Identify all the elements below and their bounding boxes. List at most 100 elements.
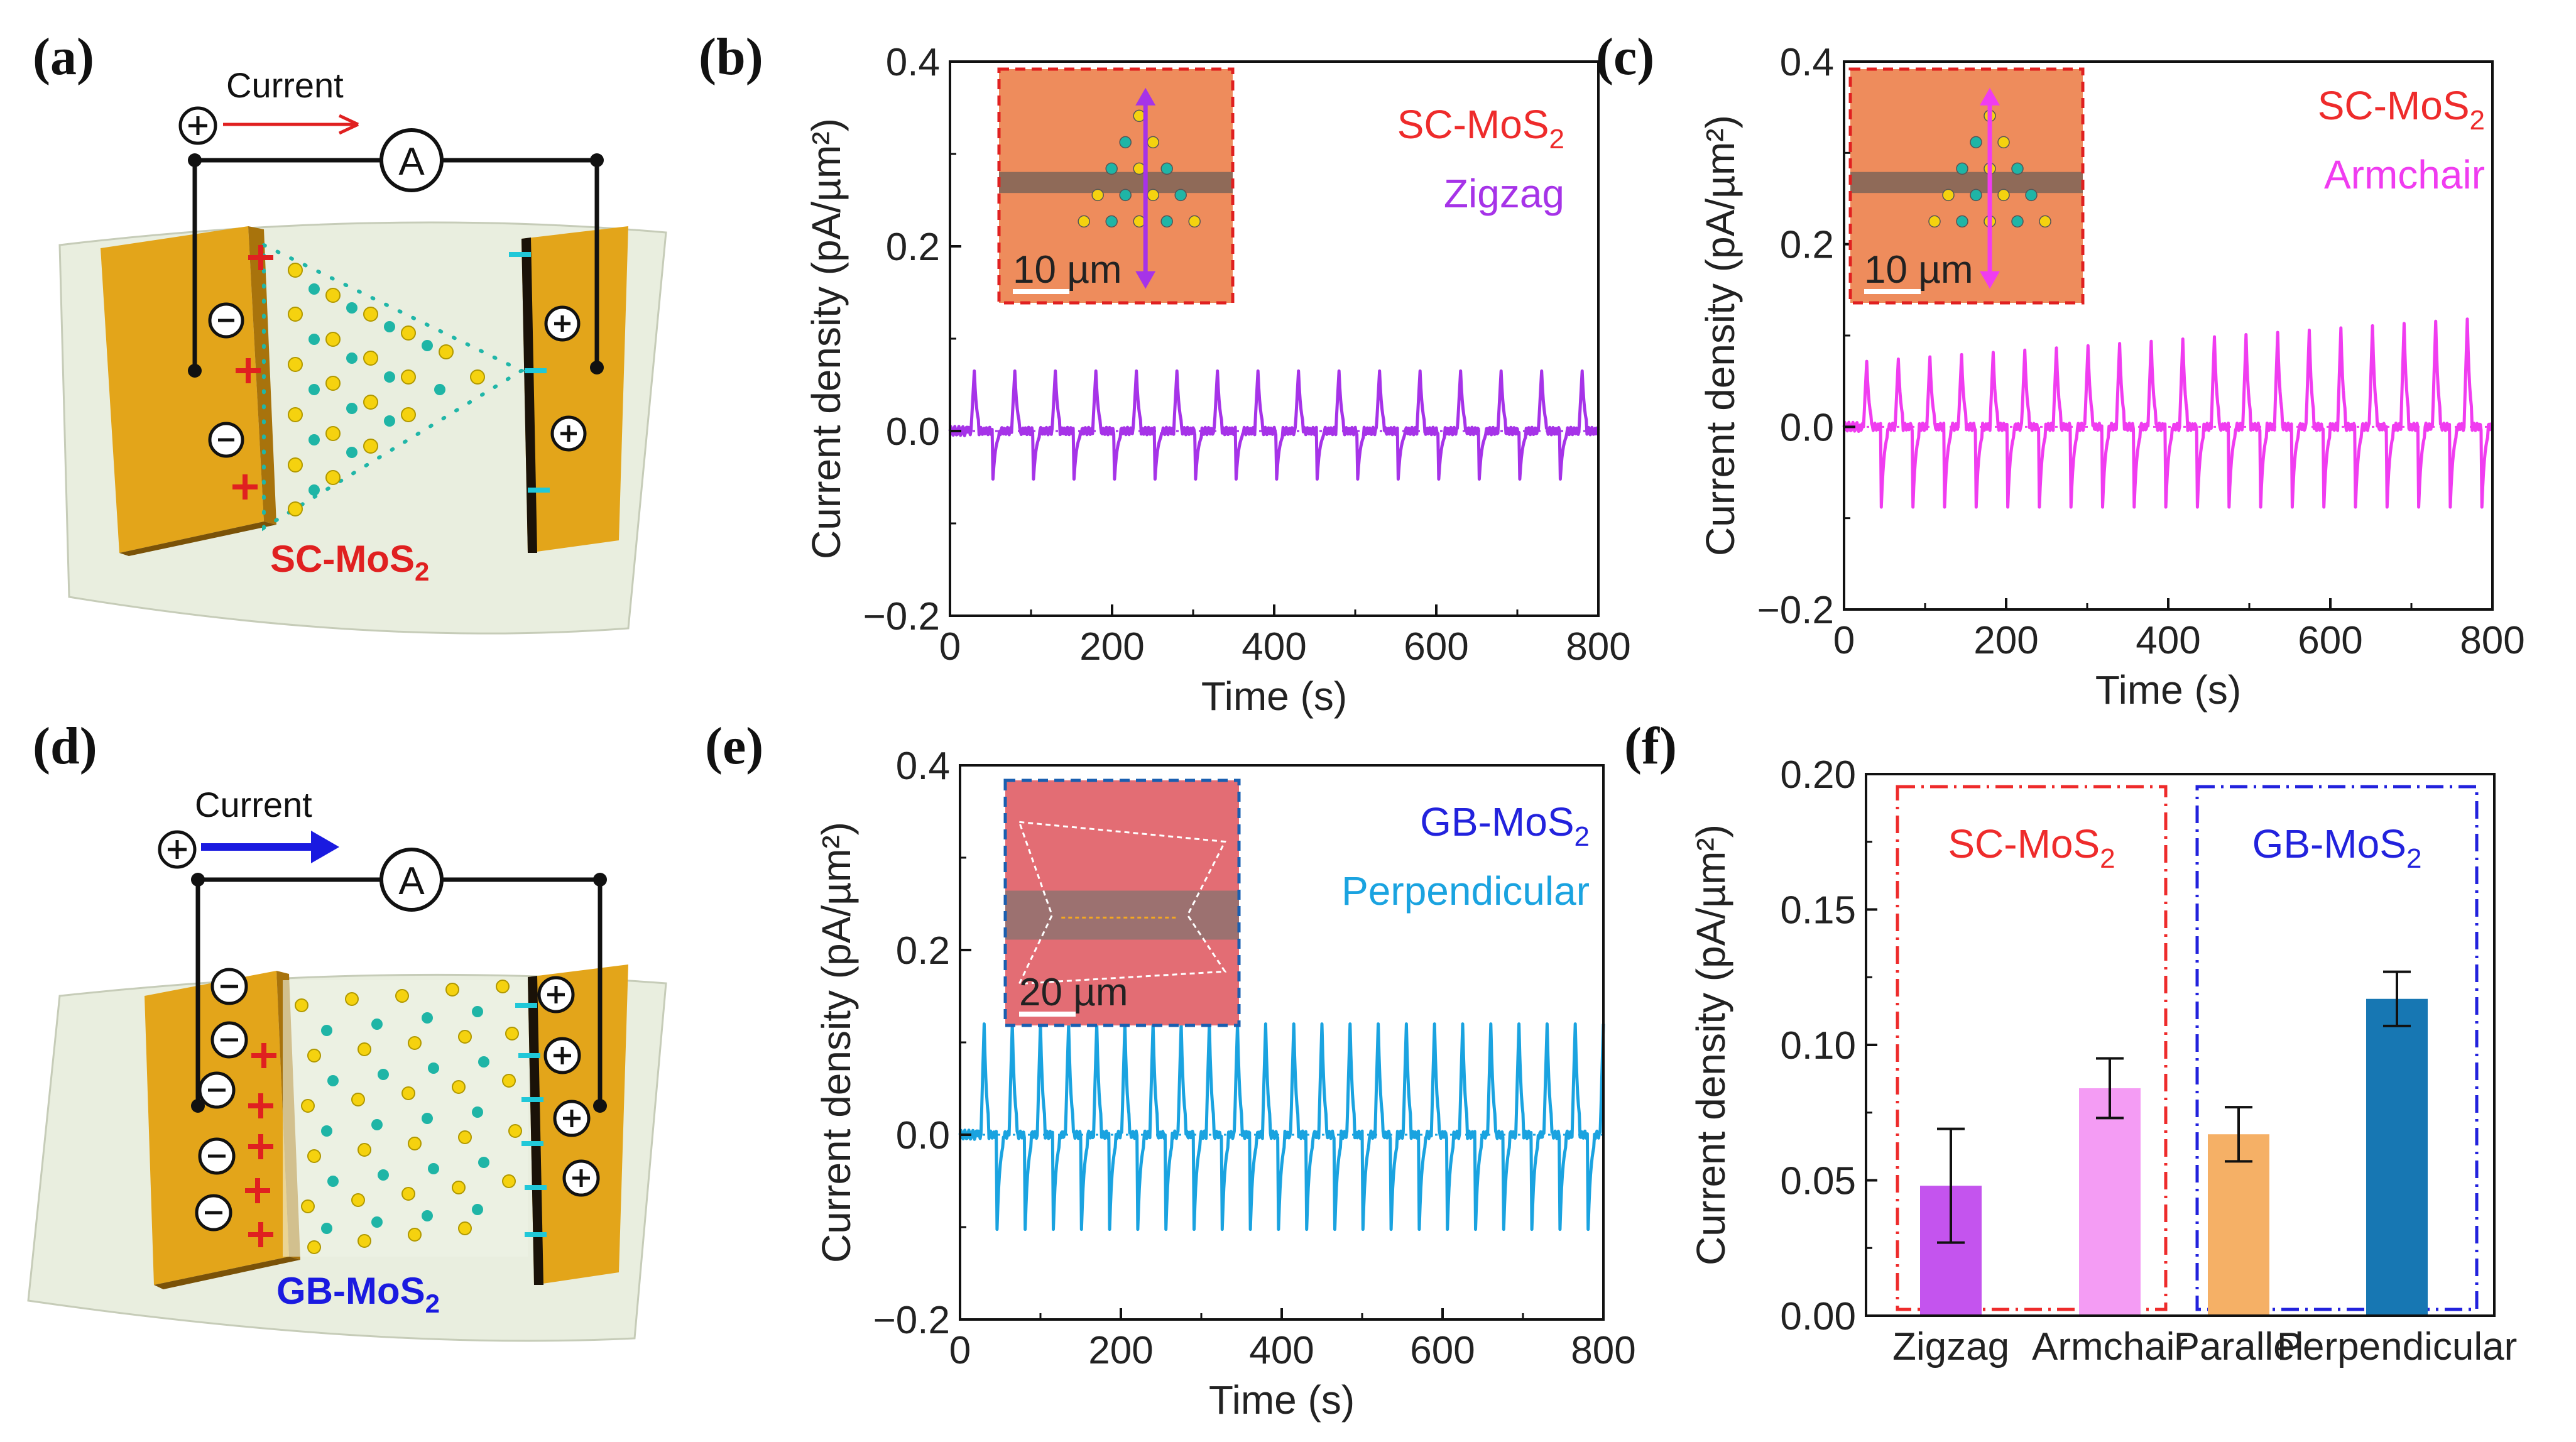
legend-entry: Zigzag: [1444, 171, 1564, 216]
inset-atom: [1997, 188, 2010, 202]
x-tick-label: 400: [2136, 619, 2200, 662]
x-tick-label: 800: [1566, 625, 1630, 669]
left-electrode-a: [101, 226, 264, 553]
x-tick-label: 800: [2460, 619, 2524, 662]
inset-atom: [2025, 188, 2038, 202]
scale-bar-label: 20 µm: [1019, 971, 1128, 1014]
x-category-label: Perpendicular: [2277, 1325, 2518, 1368]
x-category-label: Armchair: [2032, 1325, 2188, 1368]
inset-micrograph: 10 µm: [997, 67, 1235, 305]
ammeter-label-a: A: [398, 140, 425, 183]
panel-label-c: (c): [1596, 28, 1654, 86]
y-tick-label: 0.4: [886, 41, 940, 84]
group-frame-1: [2195, 785, 2479, 1311]
panel-label-e: (e): [705, 717, 763, 775]
inset-atom: [1160, 215, 1173, 228]
y-tick-label: 0.0: [896, 1114, 950, 1157]
group-label-text: GB-MoS: [2252, 821, 2406, 866]
panel-label-a: (a): [33, 28, 94, 86]
inset-frame: [1003, 778, 1241, 1027]
inset-atom: [1928, 215, 1941, 228]
inset-atom: [1174, 188, 1187, 202]
current-label-a: Current: [226, 65, 344, 105]
y-tick-label: 0.2: [1780, 224, 1834, 267]
inset-atom: [1147, 188, 1159, 202]
y-tick-label: 0.20: [1780, 753, 1856, 797]
x-tick-label: 400: [1249, 1329, 1314, 1372]
group-label: GB-MoS2: [2252, 821, 2422, 874]
x-tick-label: 0: [1833, 619, 1855, 662]
inset-atom: [1133, 162, 1145, 175]
y-tick-label: 0.4: [896, 745, 950, 788]
x-tick-label: 200: [1088, 1329, 1153, 1372]
inset-atom: [1956, 162, 1968, 175]
inset-atom: [2011, 215, 2024, 228]
schematic-d: A Current GB-MoS2: [27, 785, 667, 1342]
bar-armchair: [2079, 1088, 2141, 1316]
panel-label-d: (d): [33, 717, 97, 775]
x-category-label: Parallel: [2174, 1325, 2304, 1368]
y-tick-label: −0.2: [863, 595, 940, 638]
series-line-zigzag: [948, 369, 1600, 481]
inset-atom: [2011, 162, 2024, 175]
inset-atom: [1105, 162, 1118, 175]
legend-text: Armchair: [2324, 152, 2485, 197]
inset-atom: [1997, 136, 2010, 149]
mos2-lattice-a: [262, 242, 526, 532]
inset-atom: [1188, 215, 1201, 228]
y-tick-label: −0.2: [873, 1299, 950, 1342]
group-frame-0: [1896, 785, 2168, 1311]
scale-bar-label: 10 µm: [1864, 248, 1973, 292]
inset-atom: [1091, 188, 1104, 202]
inset-micrograph: 10 µm: [1848, 67, 2085, 305]
ammeter-label-d: A: [398, 860, 425, 903]
chart-b: −0.2 0.0 0.2 0.4 0 200 400 600 800 Time (s) Curren…: [804, 41, 1631, 719]
inset-atom: [1160, 162, 1173, 175]
ammeter-a: [379, 128, 444, 192]
legend-text: Perpendicular: [1341, 868, 1590, 914]
inset-atom: [1133, 109, 1145, 123]
inset-atom: [1119, 136, 1132, 149]
inset-micrograph: 20 µm: [1003, 778, 1241, 1027]
legend-text: GB-MoS: [1420, 799, 1574, 844]
y-tick-label: 0.2: [896, 929, 950, 973]
legend-text: Zigzag: [1444, 171, 1564, 216]
y-axis-label: Current density (pA/µm²): [1698, 115, 1743, 556]
ammeter-d: [379, 848, 444, 912]
legend-text: SC-MoS: [2318, 83, 2470, 128]
y-tick-label: 0.00: [1780, 1295, 1856, 1338]
x-category-label: Zigzag: [1892, 1325, 2009, 1368]
y-axis-label: Current density (pA/µm²): [1688, 824, 1733, 1265]
right-electrode-a: [521, 226, 628, 553]
x-tick-label: 600: [1410, 1329, 1475, 1372]
left-electrode-d: [145, 971, 289, 1285]
chart-c: −0.2 0.0 0.2 0.4 0 200 400 600 800 Time (s) Curren…: [1698, 41, 2525, 713]
y-tick-label: 0.10: [1780, 1024, 1856, 1068]
x-tick-label: 0: [939, 625, 961, 669]
y-axis-label: Current density (pA/µm²): [814, 822, 859, 1263]
legend-entry: Perpendicular: [1341, 868, 1590, 914]
x-axis-label: Time (s): [2095, 667, 2241, 713]
y-tick-label: −0.2: [1757, 589, 1834, 632]
inset-atom: [1078, 215, 1090, 228]
series-line-armchair: [1842, 317, 2494, 509]
legend-entry: Armchair: [2324, 152, 2485, 197]
group-label-sub: 2: [2100, 843, 2115, 874]
mos2-lattice-d: [283, 980, 528, 1257]
panel-label-b: (b): [699, 28, 763, 86]
legend-entry: SC-MoS2: [2318, 83, 2485, 136]
group-label: SC-MoS2: [1948, 821, 2115, 874]
legend-entry: GB-MoS2: [1420, 799, 1590, 852]
inset-channel: [1005, 890, 1239, 940]
x-tick-label: 400: [1242, 625, 1306, 669]
inset-atom: [2039, 215, 2051, 228]
charge-marks-d: [245, 1003, 547, 1247]
charge-marks-a: [232, 245, 550, 500]
group-label-sub: 2: [2406, 843, 2421, 874]
y-tick-label: 0.4: [1780, 41, 1834, 84]
x-axis-label: Time (s): [1201, 674, 1347, 719]
inset-atom: [1133, 215, 1145, 228]
x-tick-label: 600: [1404, 625, 1468, 669]
series-line-perpendicular: [958, 1022, 1605, 1232]
